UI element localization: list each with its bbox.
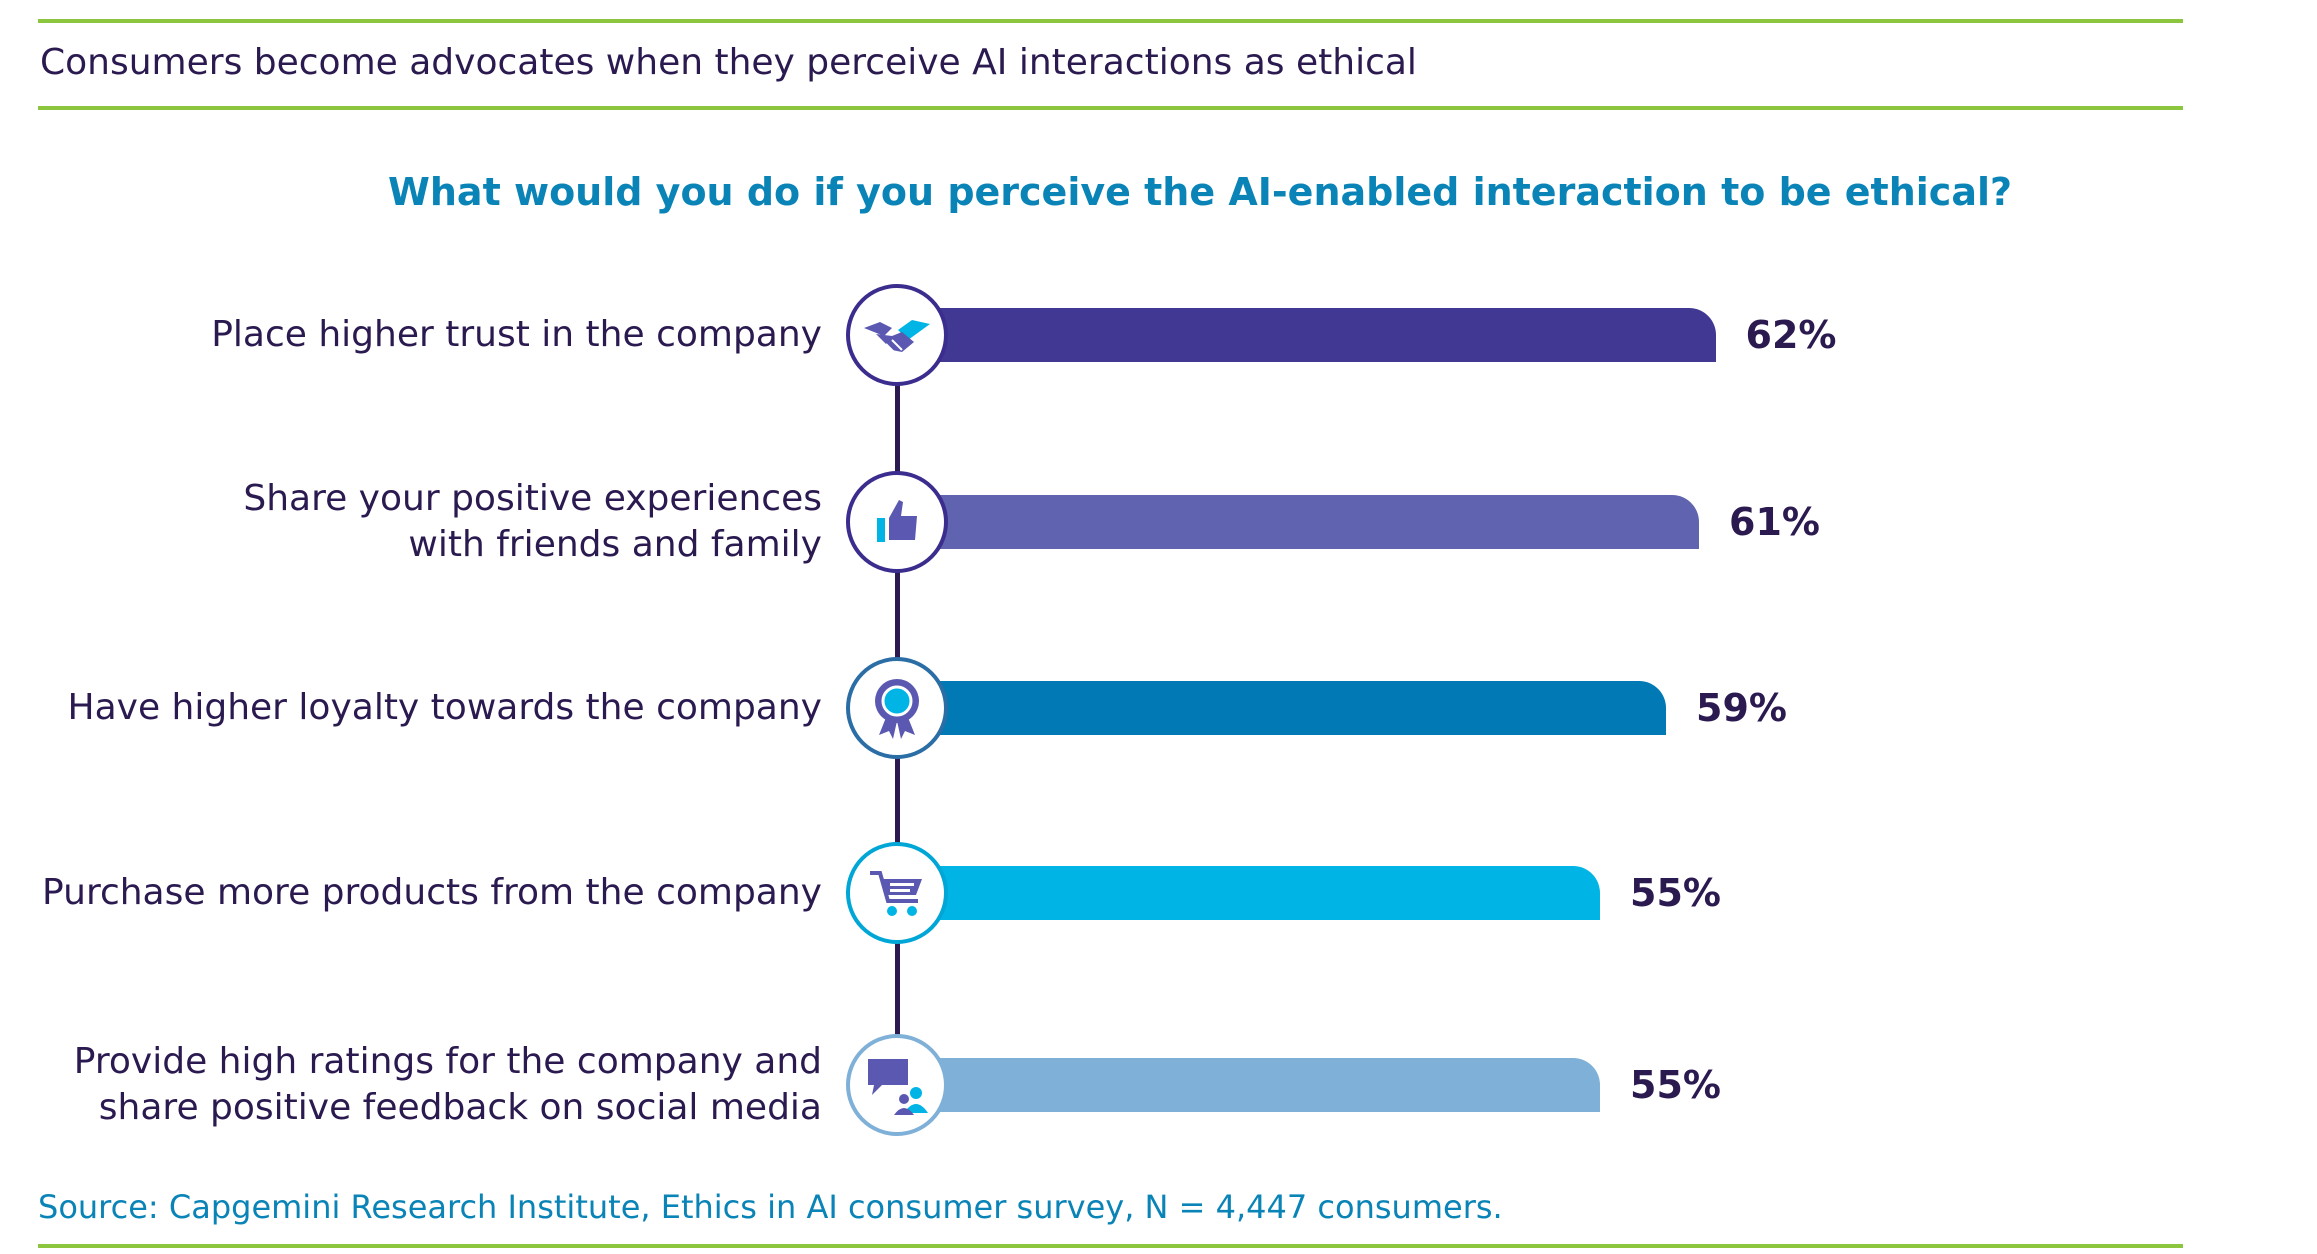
value-label: 62% — [1745, 313, 1837, 357]
bar — [940, 866, 1600, 920]
bar — [940, 308, 1716, 362]
bar — [940, 681, 1666, 735]
category-label-line: with friends and family — [408, 524, 822, 565]
category-label: Have higher loyalty towards the company — [68, 685, 822, 731]
category-label-line: Place higher trust in the company — [211, 314, 822, 355]
value-label: 55% — [1630, 871, 1721, 915]
category-label: Share your positive experiences with frie… — [243, 476, 822, 568]
category-label: Place higher trust in the company — [211, 312, 822, 358]
chat-user-icon — [846, 1034, 948, 1136]
handshake-icon — [846, 284, 948, 386]
header-title: Consumers become advocates when they per… — [40, 42, 1417, 83]
chart-title: What would you do if you perceive the AI… — [387, 170, 2013, 214]
category-label-line: Share your positive experiences — [243, 478, 822, 519]
value-label: 61% — [1729, 500, 1820, 544]
category-label-line: Purchase more products from the company — [42, 872, 822, 913]
value-label: 55% — [1630, 1063, 1721, 1107]
bar — [940, 495, 1699, 549]
shopping-cart-icon — [846, 842, 948, 944]
value-label: 59% — [1696, 686, 1787, 730]
category-label: Provide high ratings for the company and… — [74, 1039, 822, 1131]
category-label-line: share positive feedback on social media — [98, 1087, 822, 1128]
top-rule — [38, 19, 2183, 23]
bar — [940, 1058, 1600, 1112]
bottom-rule — [38, 1244, 2183, 1248]
category-label-line: Have higher loyalty towards the company — [67, 687, 822, 728]
header-rule — [38, 106, 2183, 110]
category-label: Purchase more products from the company — [42, 870, 822, 916]
award-ribbon-icon — [846, 657, 948, 759]
source-note: Source: Capgemini Research Institute, Et… — [38, 1188, 1503, 1226]
category-label-line: Provide high ratings for the company and — [73, 1041, 822, 1082]
thumbs-up-icon — [846, 471, 948, 573]
